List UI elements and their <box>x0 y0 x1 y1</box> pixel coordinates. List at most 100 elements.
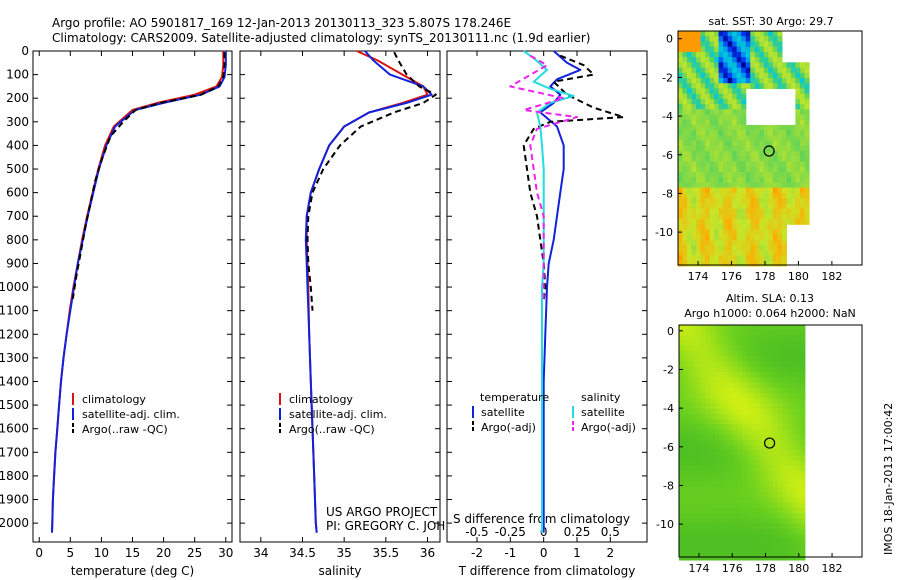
map-cell <box>750 166 756 173</box>
map-cell <box>714 325 720 331</box>
map-cell <box>700 119 706 126</box>
map-cell <box>723 114 729 121</box>
map-cell <box>790 62 796 69</box>
map-cell <box>709 224 715 230</box>
map-cell <box>683 492 689 498</box>
map-y-tick-label: -2 <box>663 363 674 376</box>
map-cell <box>687 83 693 89</box>
map-cell <box>790 187 796 194</box>
map-cell <box>696 219 702 225</box>
map-cell <box>777 377 783 383</box>
map-cell <box>746 387 752 394</box>
map-cell <box>732 213 738 220</box>
x-tick-label: 34 <box>253 546 268 560</box>
map-cell <box>697 549 703 556</box>
map-cell <box>687 213 693 220</box>
map-cell <box>799 109 805 116</box>
map-cell <box>709 31 715 37</box>
map-cell <box>795 492 801 498</box>
map-cell <box>691 31 697 37</box>
map-cell <box>710 465 716 472</box>
map-cell <box>786 340 792 347</box>
map-cell <box>741 250 747 257</box>
map-cell <box>706 481 712 488</box>
map-cell <box>755 377 761 383</box>
map-cell <box>705 41 711 48</box>
map-cell <box>750 523 756 530</box>
map-cell <box>759 398 765 404</box>
map-cell <box>799 104 805 110</box>
map-cell <box>678 125 684 131</box>
map-y-tick-label: -4 <box>662 110 673 123</box>
map-cell <box>732 208 738 215</box>
map-cell <box>700 104 706 110</box>
map-cell <box>750 455 756 462</box>
map-cell <box>692 429 698 436</box>
map-cell <box>691 93 697 100</box>
map-cell <box>732 41 738 48</box>
map-cell <box>764 502 770 509</box>
map-cell <box>727 177 733 183</box>
map-cell <box>709 88 715 95</box>
map-cell <box>710 325 716 331</box>
map-cell <box>759 413 765 420</box>
map-cell <box>732 88 738 95</box>
map-cell <box>709 104 715 110</box>
map-cell <box>795 83 801 89</box>
map-cell <box>691 208 697 215</box>
map-cell <box>732 67 738 74</box>
map-cell <box>750 419 756 425</box>
map-cell <box>768 403 774 410</box>
map-cell <box>692 518 698 524</box>
map-cell <box>727 260 733 267</box>
map-cell <box>745 57 751 63</box>
map-cell <box>728 450 734 457</box>
map-cell <box>697 533 703 540</box>
map-cell <box>768 549 774 556</box>
map-cell <box>714 208 720 215</box>
map-cell <box>741 450 747 457</box>
map-cell <box>781 213 787 220</box>
map-cell <box>800 424 806 430</box>
map-cell <box>799 166 805 173</box>
map-cell <box>777 198 783 204</box>
map-cell <box>727 51 733 58</box>
map-cell <box>790 213 796 220</box>
map-cell <box>706 549 712 556</box>
map-cell <box>687 219 693 225</box>
map-cell <box>750 260 756 267</box>
map-cell <box>737 340 743 347</box>
map-cell <box>764 403 770 410</box>
top-axis-tick-label: -0.25 <box>495 525 526 539</box>
map-cell <box>746 434 752 441</box>
map-cell <box>714 445 720 451</box>
map-cell <box>772 166 778 173</box>
map-cell <box>736 219 742 225</box>
map-cell <box>768 250 774 257</box>
map-cell <box>728 408 734 415</box>
map-cell <box>764 544 770 550</box>
y-tick-label: 600 <box>6 186 29 200</box>
map-cell <box>682 98 688 105</box>
map-cell <box>714 198 720 204</box>
map-cell <box>688 471 694 477</box>
map-cell <box>746 528 752 535</box>
map-cell <box>696 114 702 121</box>
map-cell <box>691 224 697 230</box>
map-cell <box>723 239 729 246</box>
map-cell <box>777 208 783 215</box>
map-cell <box>700 145 706 152</box>
map-cell <box>697 455 703 462</box>
map-cell <box>732 382 738 389</box>
map-cell <box>764 361 770 368</box>
map-cell <box>768 455 774 462</box>
map-cell <box>773 345 779 352</box>
map-cell <box>782 387 788 394</box>
map-cell <box>727 151 733 157</box>
map-cell <box>706 351 712 357</box>
map-y-tick-label: -6 <box>662 149 673 162</box>
x-tick-label: 1 <box>573 546 581 560</box>
map-cell <box>709 130 715 136</box>
map-cell <box>692 372 698 378</box>
map-cell <box>777 140 783 147</box>
